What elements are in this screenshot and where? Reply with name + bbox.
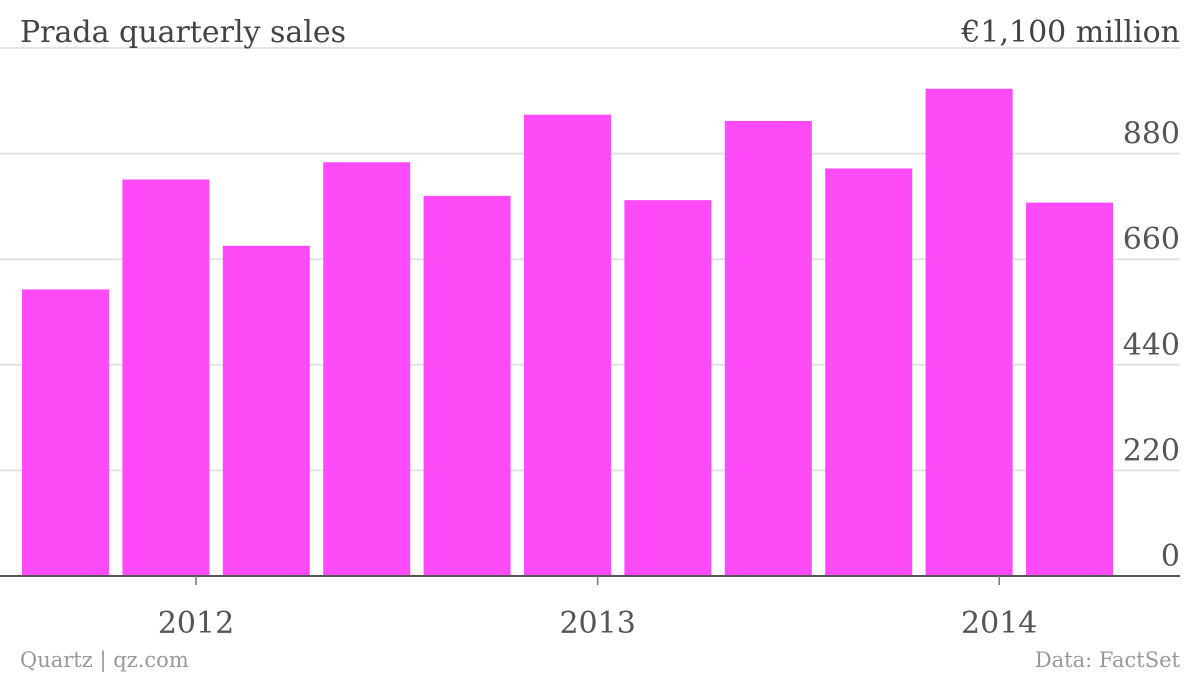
x-tick-label: 2013 <box>559 606 635 641</box>
y-axis: 0 220 440 660 880 <box>1123 117 1180 574</box>
x-tick-label: 2012 <box>158 606 234 641</box>
bar <box>925 88 1013 577</box>
bar <box>22 289 109 576</box>
y-tick-label: 220 <box>1123 433 1180 468</box>
x-axis: 2012 2013 2014 <box>158 576 1037 641</box>
bars <box>22 88 1113 577</box>
x-tick-label: 2014 <box>961 606 1037 641</box>
source-label: Data: FactSet <box>1035 648 1181 672</box>
bar <box>222 245 310 576</box>
bar <box>724 120 812 577</box>
bar <box>524 114 611 576</box>
credit-label: Quartz | qz.com <box>20 648 189 673</box>
bar <box>423 195 511 576</box>
bar <box>825 168 913 577</box>
chart-title: Prada quarterly sales <box>20 15 346 50</box>
y-tick-label: 0 <box>1161 539 1180 574</box>
y-tick-label: 880 <box>1123 117 1180 152</box>
bar <box>122 179 210 576</box>
bar <box>1026 202 1113 576</box>
y-tick-label: 660 <box>1123 222 1180 257</box>
y-tick-label: 440 <box>1123 328 1180 363</box>
bar <box>323 162 411 577</box>
top-unit-label: €1,100 million <box>960 15 1180 50</box>
bar <box>624 200 712 576</box>
